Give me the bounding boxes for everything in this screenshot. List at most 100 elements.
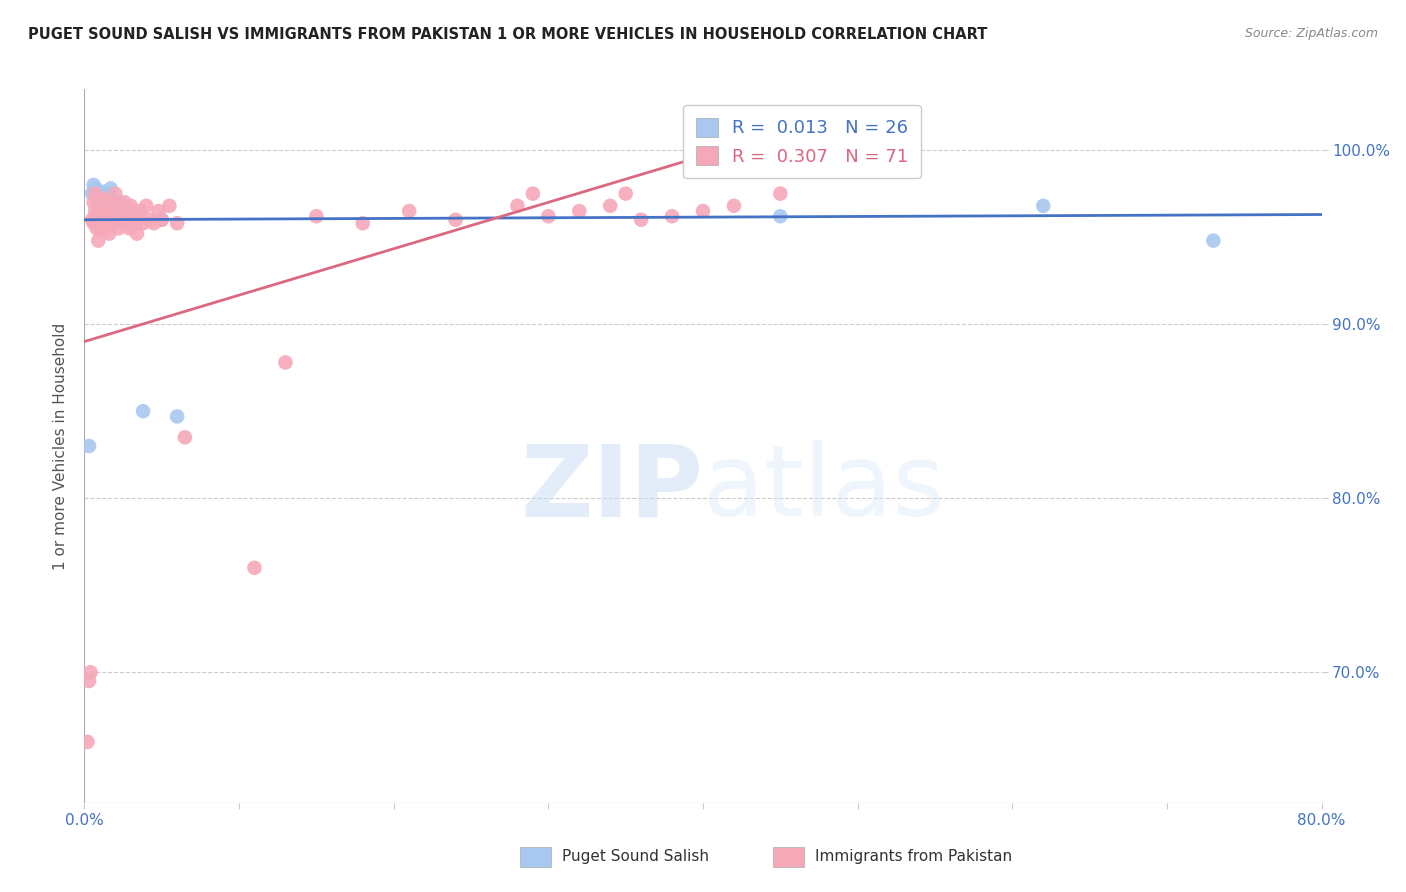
Point [87,199,110,213]
Point [599,199,621,213]
Point [89,221,111,235]
Legend: R =  0.013   N = 26, R =  0.307   N = 71: R = 0.013 N = 26, R = 0.307 N = 71 [683,105,921,178]
Point [100,204,122,219]
Point [128,212,150,227]
Point [94,192,117,206]
Point [91,185,114,199]
Point [87,209,110,223]
Point [166,216,188,230]
Point [352,216,374,230]
Point [769,186,792,201]
Point [107,221,129,235]
Point [90,195,112,210]
Point [83,195,105,210]
Point [243,561,266,575]
Point [398,204,420,219]
Point [117,209,139,223]
Point [107,195,129,210]
Point [148,204,170,219]
Point [90,186,112,201]
Point [124,216,146,230]
Point [101,216,124,230]
Point [769,209,792,223]
Point [93,209,115,223]
Point [93,199,115,213]
Point [537,209,560,223]
Point [84,181,107,195]
Text: Immigrants from Pakistan: Immigrants from Pakistan [815,849,1012,863]
Point [166,409,188,424]
Point [125,227,148,241]
Point [120,199,142,213]
Point [104,199,127,213]
Point [104,186,127,201]
Point [305,209,328,223]
Point [112,204,135,219]
Text: PUGET SOUND SALISH VS IMMIGRANTS FROM PAKISTAN 1 OR MORE VEHICLES IN HOUSEHOLD C: PUGET SOUND SALISH VS IMMIGRANTS FROM PA… [28,27,987,42]
Point [568,204,591,219]
Point [76,735,98,749]
Point [86,192,108,206]
Point [117,212,139,227]
Text: Source: ZipAtlas.com: Source: ZipAtlas.com [1244,27,1378,40]
Point [274,355,297,369]
Point [103,209,125,223]
Point [1032,199,1054,213]
Point [129,204,152,219]
Point [101,192,124,206]
Text: Puget Sound Salish: Puget Sound Salish [562,849,710,863]
Point [84,204,107,219]
Point [104,199,127,213]
Y-axis label: 1 or more Vehicles in Household: 1 or more Vehicles in Household [53,322,69,570]
Point [79,665,101,680]
Point [121,216,143,230]
Point [614,186,637,201]
Point [98,186,121,201]
Point [118,221,141,235]
Point [83,216,105,230]
Point [112,201,135,215]
Point [86,221,108,235]
Point [692,204,714,219]
Point [105,212,128,227]
Point [522,186,544,201]
Point [506,199,529,213]
Point [138,212,160,227]
Point [159,199,181,213]
Point [82,186,104,201]
Point [114,195,136,210]
Point [77,673,100,688]
Point [150,212,173,227]
Point [132,216,155,230]
Point [93,199,115,213]
Point [150,212,173,227]
Point [135,199,157,213]
Point [723,199,745,213]
Point [98,227,121,241]
Point [97,212,120,227]
Point [82,212,104,227]
Point [110,216,132,230]
Text: ZIP: ZIP [520,441,703,537]
Point [1202,234,1225,248]
Point [89,195,111,210]
Point [122,204,145,219]
Point [86,212,108,227]
Point [108,209,131,223]
Point [91,192,114,206]
Point [84,186,107,201]
Point [83,178,105,192]
Point [115,216,138,230]
Point [90,212,112,227]
Point [174,430,197,444]
Point [143,216,166,230]
Point [630,212,652,227]
Point [97,195,120,210]
Point [97,195,120,210]
Point [100,181,122,195]
Point [94,221,117,235]
Point [444,212,467,227]
Point [661,209,683,223]
Point [128,207,150,221]
Point [89,204,111,219]
